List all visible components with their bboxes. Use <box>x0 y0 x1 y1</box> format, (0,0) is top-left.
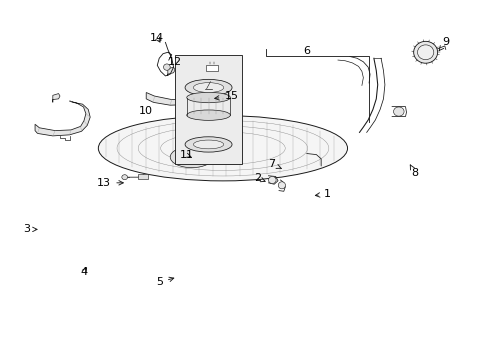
Text: 15: 15 <box>214 91 238 102</box>
Polygon shape <box>35 101 90 136</box>
Text: 1: 1 <box>315 189 330 199</box>
Ellipse shape <box>193 83 223 93</box>
Text: 8: 8 <box>409 165 417 178</box>
Ellipse shape <box>193 140 223 149</box>
Text: 4: 4 <box>80 267 87 277</box>
Text: 10: 10 <box>138 106 152 116</box>
Bar <box>138 174 147 179</box>
Text: 3: 3 <box>23 224 37 234</box>
Polygon shape <box>53 94 60 102</box>
Ellipse shape <box>184 137 232 152</box>
Bar <box>206 65 217 71</box>
Text: 13: 13 <box>97 178 123 188</box>
Text: 11: 11 <box>180 150 193 160</box>
Polygon shape <box>167 67 175 76</box>
Ellipse shape <box>413 41 437 63</box>
Ellipse shape <box>278 182 285 189</box>
Ellipse shape <box>417 45 433 60</box>
Ellipse shape <box>186 92 230 103</box>
Ellipse shape <box>393 107 403 116</box>
Text: 12: 12 <box>168 57 182 67</box>
Ellipse shape <box>122 175 127 180</box>
Ellipse shape <box>98 116 347 181</box>
Ellipse shape <box>186 110 230 120</box>
Text: 7: 7 <box>268 159 281 169</box>
Ellipse shape <box>170 147 213 168</box>
Text: 14: 14 <box>150 33 164 43</box>
Ellipse shape <box>178 150 204 164</box>
Ellipse shape <box>163 64 170 70</box>
Ellipse shape <box>184 79 232 96</box>
Text: 9: 9 <box>438 37 448 50</box>
Text: 6: 6 <box>303 46 310 56</box>
Text: 2: 2 <box>254 173 264 183</box>
Bar <box>175 55 242 164</box>
Ellipse shape <box>268 176 276 184</box>
Text: 5: 5 <box>156 277 173 287</box>
Polygon shape <box>146 73 214 105</box>
